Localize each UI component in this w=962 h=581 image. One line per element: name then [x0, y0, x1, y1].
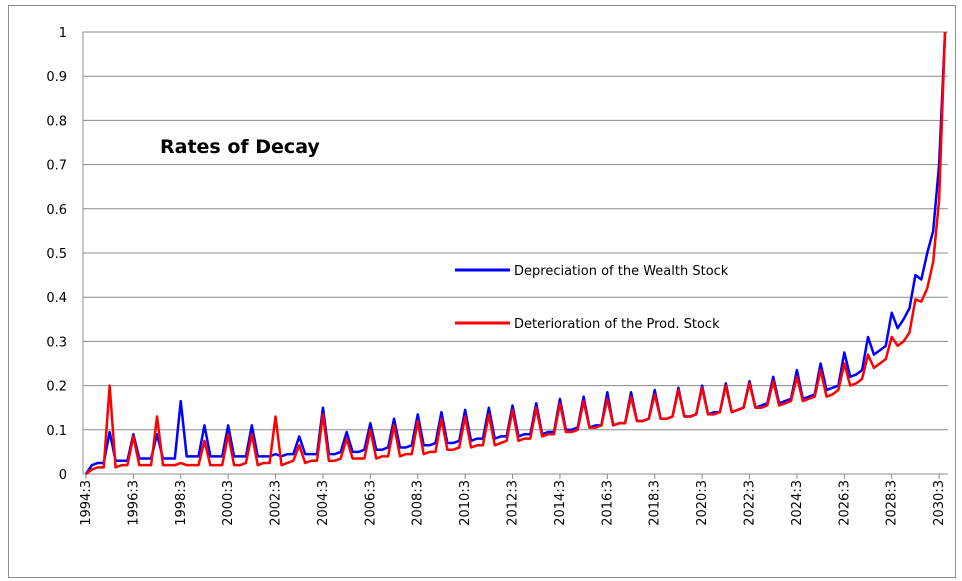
y-tick-label: 0.7	[46, 159, 67, 174]
y-tick-label: 0.6	[46, 203, 67, 218]
x-tick-label: 2006:3	[363, 480, 378, 526]
x-tick-label: 1996:3	[126, 480, 141, 526]
x-tick-label: 2020:3	[695, 480, 710, 526]
x-tick-label: 2018:3	[648, 480, 663, 526]
x-tick-label: 2008:3	[411, 480, 426, 526]
x-tick-label: 2024:3	[790, 480, 805, 526]
chart-frame	[8, 5, 956, 578]
x-tick-label: 2016:3	[600, 480, 615, 526]
x-tick-label: 2026:3	[837, 480, 852, 526]
y-tick-label: 0.2	[46, 380, 67, 395]
x-tick-label: 2022:3	[743, 480, 758, 526]
x-tick-label: 2010:3	[458, 480, 473, 526]
series-line	[85, 31, 947, 476]
legend-label: Depreciation of the Wealth Stock	[514, 264, 729, 279]
y-tick-label: 0.9	[46, 70, 67, 85]
y-tick-label: 0.8	[46, 114, 67, 129]
y-tick-label: 0.3	[46, 335, 67, 350]
x-tick-label: 1994:3	[79, 480, 94, 526]
y-tick-label: 0	[59, 468, 67, 483]
x-tick-label: 2012:3	[506, 480, 521, 526]
y-tick-label: 1	[59, 26, 67, 41]
y-tick-label: 0.1	[46, 424, 67, 439]
x-tick-label: 2014:3	[553, 480, 568, 526]
x-tick-label: 2002:3	[269, 480, 284, 526]
x-tick-label: 2000:3	[221, 480, 236, 526]
legend-label: Deterioration of the Prod. Stock	[514, 317, 720, 332]
chart-title: Rates of Decay	[160, 136, 320, 158]
x-tick-label: 2028:3	[885, 480, 900, 526]
x-tick-label: 2030:3	[932, 480, 947, 526]
x-tick-label: 2004:3	[316, 480, 331, 526]
y-tick-label: 0.4	[46, 291, 67, 306]
x-tick-label: 1998:3	[174, 480, 189, 526]
y-tick-label: 0.5	[46, 247, 67, 262]
